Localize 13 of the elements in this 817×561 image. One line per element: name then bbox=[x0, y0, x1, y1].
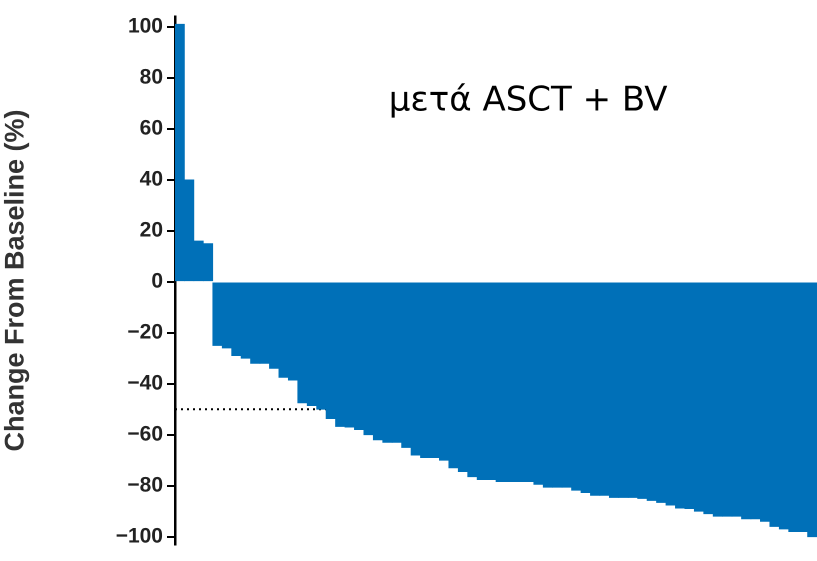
y-tick-label: −80 bbox=[127, 474, 163, 497]
y-tick-label: 40 bbox=[140, 168, 163, 191]
y-tick-label: 80 bbox=[140, 66, 163, 89]
y-tick-label: −40 bbox=[127, 372, 163, 395]
annotation: μετά ASCT + BV bbox=[388, 79, 668, 120]
y-tick-label: 20 bbox=[140, 218, 163, 242]
y-tick-label: −60 bbox=[127, 422, 163, 446]
y-tick-label: 60 bbox=[140, 116, 163, 140]
y-tick-label: −20 bbox=[127, 320, 163, 344]
y-tick-label: 0 bbox=[151, 270, 163, 293]
y-tick-label: −100 bbox=[116, 524, 163, 548]
y-tick-label: 100 bbox=[128, 14, 163, 38]
y-axis-title: Change From Baseline (%) bbox=[0, 109, 30, 452]
